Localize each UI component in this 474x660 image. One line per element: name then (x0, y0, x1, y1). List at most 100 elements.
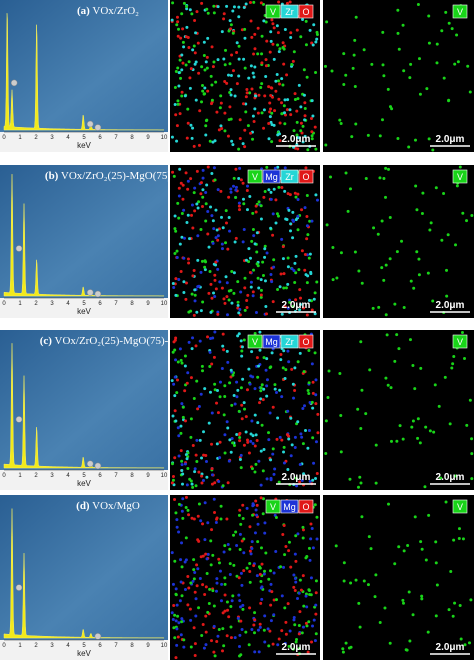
map-dot (272, 26, 276, 30)
map-dot (175, 391, 179, 395)
map-dot (249, 432, 253, 436)
map-dot (180, 463, 184, 467)
map-dot (295, 484, 299, 488)
map-dot (177, 621, 181, 625)
map-dot (203, 387, 207, 391)
sample-name: VOx/ZrO₂(25)-MgO(75) (61, 170, 171, 182)
map-dot (305, 281, 309, 285)
map-dot (241, 516, 245, 520)
map-dot (236, 616, 240, 620)
map-dot (227, 459, 231, 463)
map-dot (217, 628, 221, 632)
map-dot (184, 536, 188, 540)
map-dot (244, 415, 248, 419)
map-dot (331, 245, 335, 249)
map-dot (259, 204, 263, 208)
map-dot (396, 31, 400, 35)
map-dot (263, 614, 267, 618)
scale-bar-label: 2.0μm (436, 642, 465, 653)
map-dot (209, 563, 213, 567)
map-dot (191, 485, 195, 489)
map-dot (315, 515, 319, 519)
peak-marker (15, 584, 23, 591)
map-dot (229, 368, 233, 372)
map-dot (213, 278, 217, 282)
map-dot (308, 558, 312, 562)
map-dot (311, 478, 315, 482)
map-dot (267, 438, 271, 442)
map-dot (226, 247, 230, 251)
map-dot (273, 109, 277, 113)
map-dot (389, 439, 393, 443)
map-dot (206, 552, 210, 556)
map-dot (203, 501, 207, 505)
map-dot (470, 452, 474, 456)
map-dot (269, 619, 273, 623)
spectrum (3, 13, 165, 131)
map-dot (370, 62, 374, 66)
map-dot (182, 645, 186, 649)
map-dot (313, 291, 317, 295)
map-dot (197, 539, 201, 543)
map-dot (303, 107, 307, 111)
map-dot (293, 435, 297, 439)
map-dot (411, 363, 415, 367)
peak-marker (10, 79, 18, 87)
map-dot (281, 83, 285, 87)
map-dot (296, 420, 300, 424)
map-dot (258, 348, 262, 352)
map-dot (266, 627, 270, 631)
map-dot (402, 306, 406, 310)
map-dot (380, 118, 384, 122)
map-dot (180, 620, 184, 624)
map-dot (305, 624, 309, 628)
map-dot (193, 62, 197, 66)
map-dot (334, 544, 338, 548)
map-dot (305, 554, 309, 558)
map-dot (408, 76, 412, 80)
map-dot (237, 204, 241, 208)
x-tick-label: 3 (50, 473, 54, 479)
map-dot (420, 212, 424, 216)
map-dot (223, 609, 227, 613)
x-tick-label: 1 (18, 135, 22, 141)
map-dot (176, 635, 180, 639)
map-dot (229, 117, 233, 121)
map-dot (435, 42, 439, 46)
map-dot (210, 45, 214, 49)
map-dot (226, 542, 230, 546)
map-dot (185, 221, 189, 225)
map-dot (304, 428, 308, 432)
map-dot (238, 208, 242, 212)
map-dot (241, 503, 245, 507)
map-dot (201, 623, 205, 627)
map-dot (195, 10, 199, 14)
map-dot (270, 140, 274, 144)
legend-box (452, 169, 468, 184)
axis-strip (0, 470, 168, 490)
map-dot (302, 306, 306, 310)
map-dot (191, 126, 195, 130)
map-dot (470, 213, 474, 217)
map-dot (203, 86, 207, 90)
map-dot (261, 398, 265, 402)
map-dot (288, 300, 292, 304)
map-dot (219, 504, 223, 508)
legend-label: V (270, 7, 276, 17)
map-dot (189, 645, 193, 649)
map-dot (299, 296, 303, 300)
map-dot (274, 79, 278, 83)
map-dot (258, 330, 262, 334)
map-dot (272, 598, 276, 602)
map-dot (190, 292, 194, 296)
map-dot (229, 450, 233, 454)
map-dot (216, 234, 220, 238)
map-dot (267, 577, 271, 581)
x-tick-label: 2 (34, 643, 38, 649)
map-dot (388, 641, 392, 645)
map-dot (309, 116, 313, 120)
map-dot (179, 269, 183, 273)
map-dot (176, 360, 180, 364)
map-dot (175, 15, 179, 19)
map-dot (294, 534, 298, 538)
